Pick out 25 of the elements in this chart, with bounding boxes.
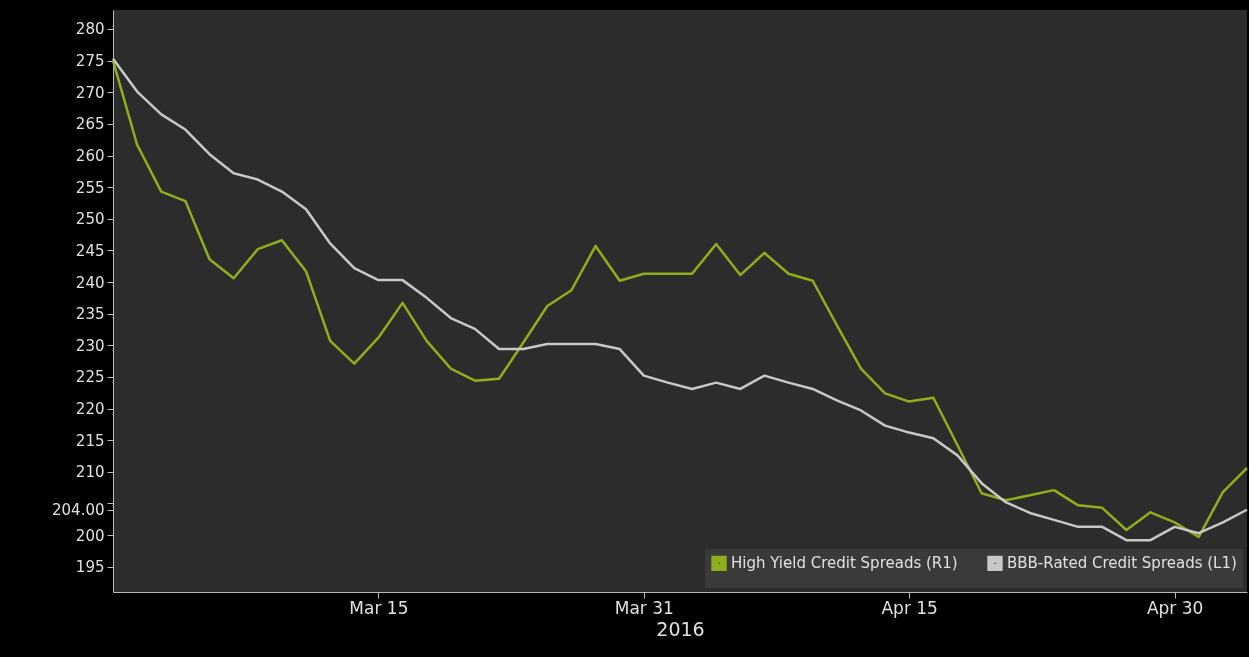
y-tick-label: 245	[75, 241, 105, 260]
y-tick-label: 270	[75, 83, 105, 102]
y-tick-label: 250	[75, 210, 105, 229]
y-tick-label: 275	[75, 52, 105, 71]
legend-label: High Yield Credit Spreads (R1)	[731, 554, 958, 573]
y-tick-label: 220	[75, 400, 105, 419]
y-tick-label: 215	[75, 431, 105, 450]
y-tick-label: 260	[75, 147, 105, 165]
y-tick-label: 210	[75, 463, 105, 482]
x-tick-label: Apr 30	[1146, 597, 1204, 618]
y-tick-label: 200	[75, 526, 105, 545]
y-tick-label: 225	[75, 368, 105, 387]
y-tick-label: 235	[75, 305, 105, 324]
y-tick-label: 195	[75, 558, 105, 577]
y-tick-label: 204.00	[52, 501, 105, 520]
y-tick-label: 255	[75, 178, 105, 197]
x-tick-label: Mar 31	[614, 597, 674, 618]
y-tick-label: 240	[75, 273, 105, 292]
y-tick-label: 280	[75, 20, 105, 39]
y-tick-label: 230	[75, 336, 105, 355]
x-axis-title: 2016	[656, 617, 705, 640]
x-tick-label: Mar 15	[349, 597, 409, 618]
x-tick-label: Apr 15	[881, 597, 938, 618]
legend-label: BBB-Rated Credit Spreads (L1)	[1007, 554, 1237, 573]
y-tick-label: 265	[75, 115, 105, 134]
